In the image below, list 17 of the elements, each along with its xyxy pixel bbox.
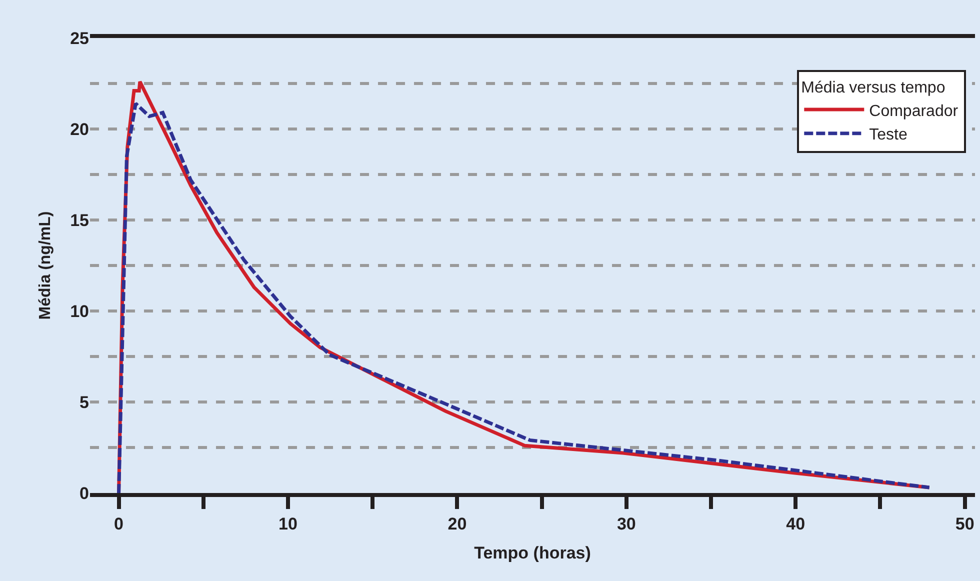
x-tick-label: 50 xyxy=(955,514,974,534)
x-tick-label: 30 xyxy=(616,514,636,534)
legend-label: Comparador xyxy=(869,102,959,120)
y-tick-label: 0 xyxy=(80,484,89,503)
y-tick-label: 20 xyxy=(70,120,89,139)
y-tick-label: 10 xyxy=(70,302,89,321)
y-tick-label: 25 xyxy=(70,28,89,48)
x-tick-label: 0 xyxy=(114,514,124,534)
legend-label: Teste xyxy=(869,126,908,144)
legend-title: Média versus tempo xyxy=(801,80,946,97)
y-axis-title: Média (ng/mL) xyxy=(36,211,54,320)
x-tick-label: 40 xyxy=(786,514,806,534)
y-tick-label: 15 xyxy=(70,210,89,230)
x-tick-label: 20 xyxy=(448,514,467,534)
x-tick-label: 10 xyxy=(278,514,298,534)
y-tick-label: 5 xyxy=(80,392,89,412)
x-axis-title: Tempo (horas) xyxy=(474,543,591,562)
